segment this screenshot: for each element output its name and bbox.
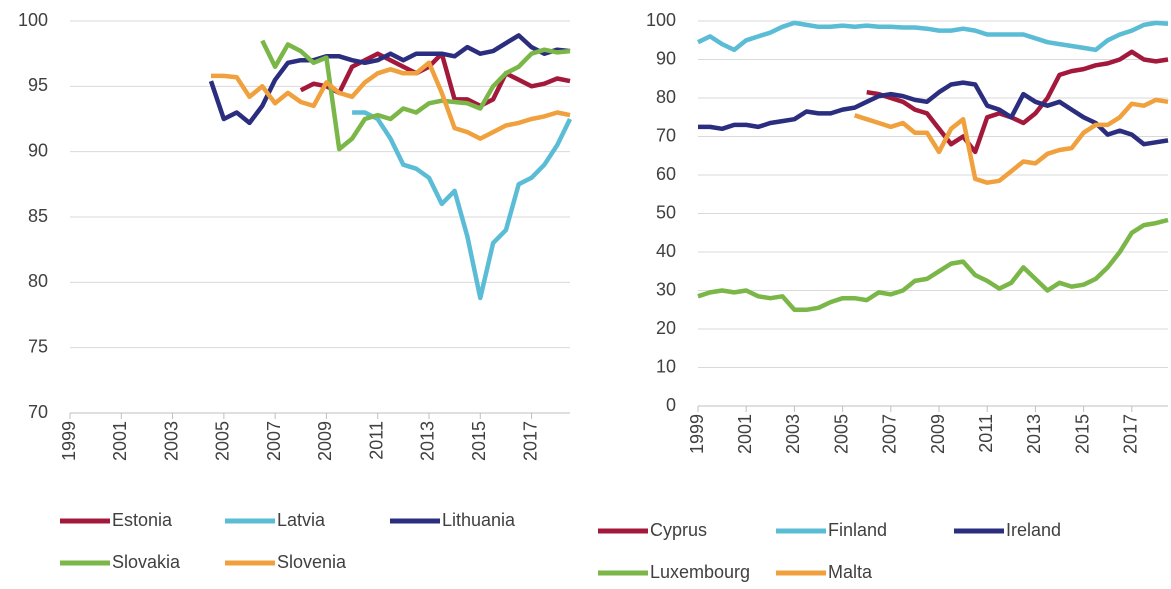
x-tick-label: 2007 [880,414,900,454]
x-tick-label: 2005 [831,414,851,454]
series-line [698,80,1169,147]
x-tick-label: 1999 [59,421,79,461]
legend-label: Lithuania [442,510,516,530]
y-tick-label: 50 [656,202,676,222]
y-tick-label: 70 [28,402,48,422]
series-line [697,217,1169,313]
x-tick-label: 2017 [520,421,540,461]
y-tick-label: 40 [656,241,676,261]
y-tick-label: 95 [28,75,48,95]
x-tick-label: 2001 [735,414,755,454]
legend-label: Slovenia [277,552,347,572]
series-line [352,110,573,301]
series-line [208,33,571,126]
y-tick-label: 30 [656,279,676,299]
y-tick-label: 70 [656,125,676,145]
series-line [211,60,571,141]
legend-label: Finland [828,520,887,540]
legend-label: Estonia [112,510,173,530]
y-tick-label: 60 [656,164,676,184]
x-tick-label: 2005 [213,421,233,461]
y-tick-label: 80 [28,271,48,291]
y-tick-label: 20 [656,318,676,338]
series-line [299,51,571,109]
y-tick-label: 75 [28,336,48,356]
legend-label: Luxembourg [650,562,750,582]
legend-label: Cyprus [650,520,707,540]
x-tick-label: 2013 [1024,414,1044,454]
y-tick-label: 85 [28,206,48,226]
y-tick-label: 80 [656,87,676,107]
x-tick-label: 2013 [418,421,438,461]
y-tick-label: 90 [28,140,48,160]
series-line [260,39,571,152]
x-tick-label: 2011 [976,414,996,453]
x-tick-label: 2007 [264,421,284,461]
y-tick-label: 10 [656,356,676,376]
y-tick-label: 90 [656,48,676,68]
legend-label: Malta [828,562,873,582]
legend-label: Ireland [1006,520,1061,540]
x-tick-label: 2003 [783,414,803,454]
legend-label: Latvia [277,510,326,530]
x-tick-label: 2011 [366,421,386,460]
legend-label: Slovakia [112,552,181,572]
x-tick-label: 1999 [687,414,707,454]
y-tick-label: 0 [666,395,676,415]
x-tick-label: 2009 [315,421,335,461]
x-tick-label: 2015 [1072,414,1092,454]
x-tick-label: 2001 [110,421,130,461]
x-tick-label: 2017 [1121,414,1141,454]
x-tick-label: 2009 [928,414,948,454]
x-tick-label: 2003 [161,421,181,461]
x-tick-label: 2015 [469,421,489,461]
y-tick-label: 100 [18,10,48,30]
series-line [697,20,1169,53]
series-line [866,49,1169,155]
series-line [854,97,1169,185]
y-tick-label: 100 [646,10,676,30]
